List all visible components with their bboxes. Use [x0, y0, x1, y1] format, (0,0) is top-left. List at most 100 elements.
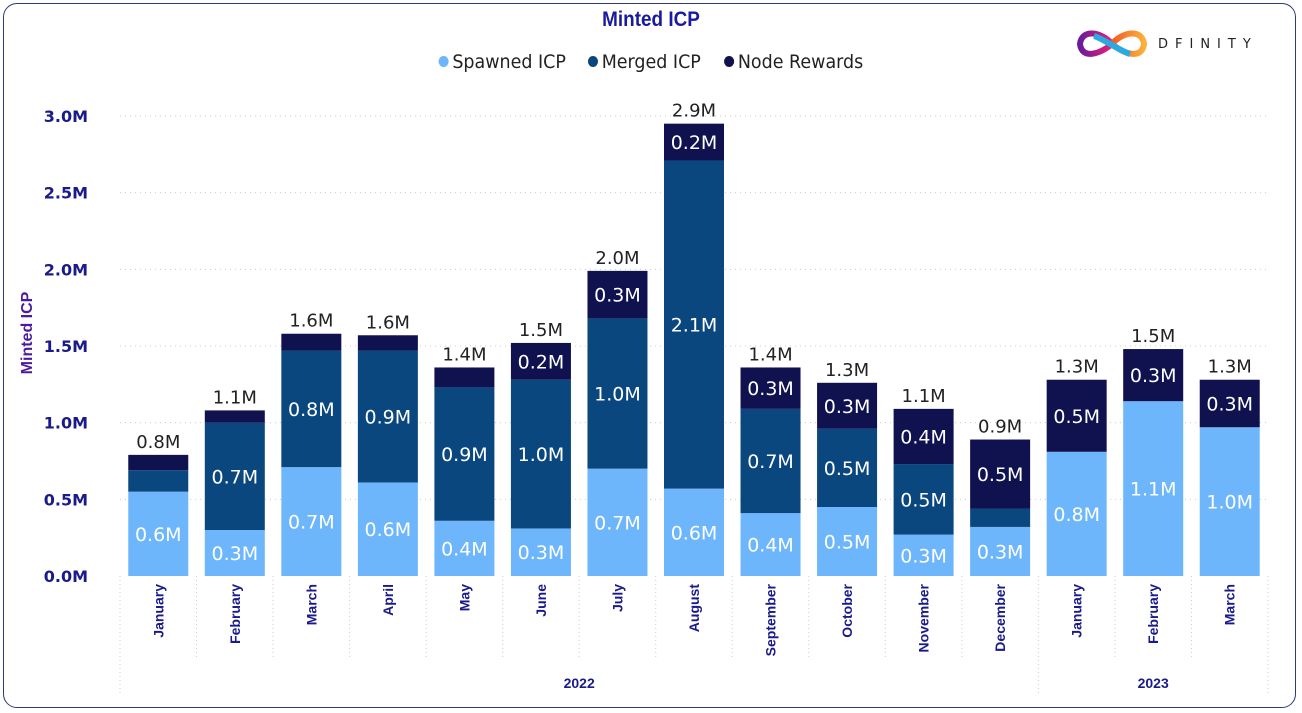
- y-tick-label: 0.0M: [44, 567, 88, 586]
- bar-segment: [893, 534, 954, 576]
- bar-segment: [664, 488, 724, 576]
- bar-segment: [204, 410, 265, 423]
- data-label: 0.4M: [441, 538, 488, 560]
- bar-segment: [817, 382, 878, 429]
- total-label: 1.1M: [213, 387, 257, 408]
- bar-segment: [128, 454, 189, 471]
- data-label: 0.6M: [671, 522, 718, 544]
- data-label: 0.7M: [211, 466, 258, 488]
- y-tick-label: 1.0M: [44, 414, 88, 433]
- bar-segment: [893, 464, 954, 535]
- data-label: 2.1M: [671, 315, 718, 337]
- bar-segment: [1046, 379, 1107, 452]
- data-label: 0.8M: [288, 399, 335, 421]
- x-tick-label: December: [992, 583, 1008, 651]
- bar-segment: [434, 387, 495, 521]
- total-label: 0.9M: [978, 417, 1022, 438]
- data-label: 0.5M: [900, 489, 947, 511]
- data-label: 0.7M: [288, 512, 335, 534]
- data-label: 1.0M: [1206, 492, 1253, 514]
- x-tick-label: April: [380, 584, 396, 616]
- y-tick-label: 2.5M: [44, 184, 88, 203]
- bar-segment: [357, 350, 418, 483]
- data-label: 1.0M: [594, 384, 641, 406]
- x-tick-label: July: [609, 584, 625, 612]
- bar-segment: [587, 318, 648, 469]
- bar-segment: [1046, 451, 1107, 576]
- bar-segment: [357, 482, 418, 576]
- x-group-label: 2023: [1138, 675, 1169, 691]
- bar-segment: [1199, 379, 1260, 428]
- bar-segment: [1199, 427, 1260, 576]
- bar-segment: [587, 270, 648, 319]
- bar-segment: [740, 408, 801, 514]
- legend-item-node-rewards[interactable]: Node Rewards: [724, 51, 863, 73]
- bar-segment: [281, 467, 342, 576]
- data-label: 1.1M: [1130, 479, 1177, 501]
- data-label: 0.2M: [518, 351, 565, 373]
- y-tick-label: 2.0M: [44, 260, 88, 279]
- dfinity-logo: DFINITY: [1072, 24, 1258, 64]
- data-label: 0.4M: [900, 426, 947, 448]
- total-label: 1.3M: [1208, 357, 1252, 378]
- total-label: 2.9M: [672, 101, 716, 122]
- bar-segment: [357, 335, 418, 351]
- total-label: 1.4M: [748, 344, 792, 365]
- x-tick-label: March: [1222, 584, 1238, 625]
- data-label: 0.3M: [1130, 365, 1177, 387]
- total-label: 1.5M: [519, 320, 563, 341]
- data-label: 0.9M: [441, 444, 488, 466]
- x-tick-label: January: [150, 584, 166, 638]
- total-label: 1.6M: [289, 311, 333, 332]
- bar-segment: [970, 439, 1031, 509]
- x-tick-label: October: [839, 583, 855, 637]
- legend-item-spawned[interactable]: Spawned ICP: [438, 51, 566, 73]
- total-label: 1.6M: [366, 312, 410, 333]
- bar-segment: [740, 367, 801, 409]
- y-tick-label: 0.5M: [44, 490, 88, 509]
- legend: Spawned ICP Merged ICP Node Rewards: [0, 50, 1302, 73]
- data-label: 0.3M: [211, 543, 258, 565]
- bar-segment: [128, 470, 189, 492]
- bar-segment: [1123, 349, 1184, 402]
- data-label: 0.7M: [747, 451, 794, 473]
- data-label: 0.7M: [594, 512, 641, 534]
- total-label: 1.3M: [825, 360, 869, 381]
- data-label: 0.6M: [365, 519, 412, 541]
- total-label: 1.3M: [1055, 357, 1099, 378]
- legend-dot-icon: [588, 56, 599, 67]
- bar-segment: [434, 367, 495, 388]
- x-tick-label: November: [916, 583, 932, 652]
- x-tick-label: February: [1145, 584, 1161, 644]
- data-label: 0.3M: [1206, 394, 1253, 416]
- data-label: 0.8M: [1053, 504, 1100, 526]
- chart-title: Minted ICP: [602, 8, 700, 31]
- data-label: 0.9M: [365, 407, 412, 429]
- bar-segment: [510, 379, 571, 529]
- data-label: 0.3M: [824, 396, 871, 418]
- infinity-logo-icon: [1076, 30, 1148, 57]
- data-label: 0.3M: [900, 545, 947, 567]
- total-label: 1.4M: [442, 344, 486, 365]
- data-label: 0.2M: [671, 132, 718, 154]
- bar-segment: [281, 333, 342, 351]
- x-tick-label: May: [456, 584, 472, 611]
- x-group-label: 2022: [564, 675, 595, 691]
- x-tick-label: January: [1069, 584, 1085, 638]
- x-tick-label: February: [227, 584, 243, 644]
- bar-segment: [817, 507, 878, 576]
- bar-segment: [510, 342, 571, 380]
- data-label: 0.5M: [977, 464, 1024, 486]
- bar-segment: [510, 528, 571, 576]
- total-label: 1.5M: [1131, 326, 1175, 347]
- bar-segment: [740, 513, 801, 576]
- bar-segment: [893, 408, 954, 465]
- data-label: 0.5M: [1053, 406, 1100, 428]
- bar-segment: [970, 526, 1031, 576]
- x-tick-label: September: [763, 583, 779, 656]
- bar-segment: [817, 428, 878, 507]
- data-label: 0.3M: [594, 285, 641, 307]
- x-tick-label: June: [533, 584, 549, 617]
- legend-item-merged[interactable]: Merged ICP: [588, 51, 701, 73]
